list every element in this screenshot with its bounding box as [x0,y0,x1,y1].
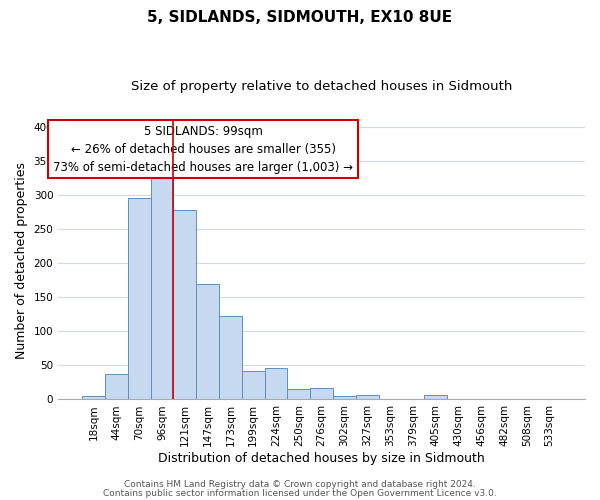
X-axis label: Distribution of detached houses by size in Sidmouth: Distribution of detached houses by size … [158,452,485,465]
Text: Contains public sector information licensed under the Open Government Licence v3: Contains public sector information licen… [103,488,497,498]
Bar [196,284,219,400]
Bar [515,399,538,400]
Bar [310,388,333,400]
Bar [219,316,242,400]
Title: Size of property relative to detached houses in Sidmouth: Size of property relative to detached ho… [131,80,512,93]
Bar [242,371,265,400]
Text: 5, SIDLANDS, SIDMOUTH, EX10 8UE: 5, SIDLANDS, SIDMOUTH, EX10 8UE [148,10,452,25]
Bar [173,210,196,400]
Bar [333,396,356,400]
Text: 5 SIDLANDS: 99sqm
← 26% of detached houses are smaller (355)
73% of semi-detache: 5 SIDLANDS: 99sqm ← 26% of detached hous… [53,124,353,174]
Bar [128,198,151,400]
Bar [287,388,310,400]
Bar [379,399,401,400]
Text: Contains HM Land Registry data © Crown copyright and database right 2024.: Contains HM Land Registry data © Crown c… [124,480,476,489]
Bar [105,374,128,400]
Bar [356,394,379,400]
Y-axis label: Number of detached properties: Number of detached properties [15,162,28,358]
Bar [424,396,447,400]
Bar [265,368,287,400]
Bar [151,176,173,400]
Bar [82,396,105,400]
